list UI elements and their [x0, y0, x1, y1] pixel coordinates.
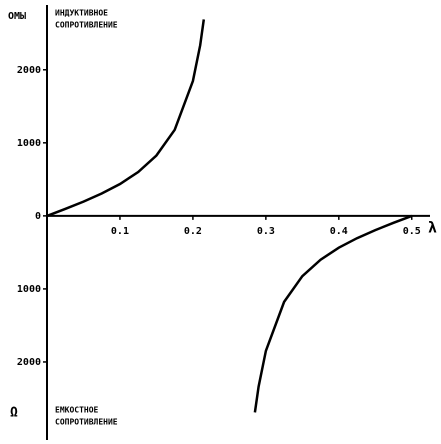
y-tick-label: 2000 — [17, 357, 41, 368]
x-tick-label: 0.5 — [403, 226, 421, 237]
y-label-bottom: Ω — [10, 406, 18, 421]
y-tick-label: 0 — [35, 211, 41, 222]
curve: ИНДУКТИВНОЕ СОПРОТИВЛЕНИЕ — [46, 19, 206, 218]
y-tick-label: 1000 — [17, 138, 41, 149]
curve: ЕМКОСТНОЕ СОПРОТИВЛЕНИЕ — [253, 214, 413, 413]
top-annotation: ИНДУКТИВНОЕ — [55, 9, 108, 18]
top-annotation: СОПРОТИВЛЕНИЕ — [55, 21, 118, 30]
y-label-top: ОМЫ — [8, 11, 26, 22]
y-tick-label: 1000 — [17, 284, 41, 295]
x-tick-label: 0.4 — [330, 226, 348, 237]
x-label: λ — [428, 219, 437, 237]
bottom-annotation: ЕМКОСТНОЕ — [55, 406, 99, 415]
x-tick-label: 0.2 — [184, 226, 202, 237]
y-tick-label: 2000 — [17, 65, 41, 76]
x-tick-label: 0.1 — [111, 226, 129, 237]
bottom-annotation: СОПРОТИВЛЕНИЕ — [55, 418, 118, 427]
x-tick-label: 0.3 — [257, 226, 275, 237]
